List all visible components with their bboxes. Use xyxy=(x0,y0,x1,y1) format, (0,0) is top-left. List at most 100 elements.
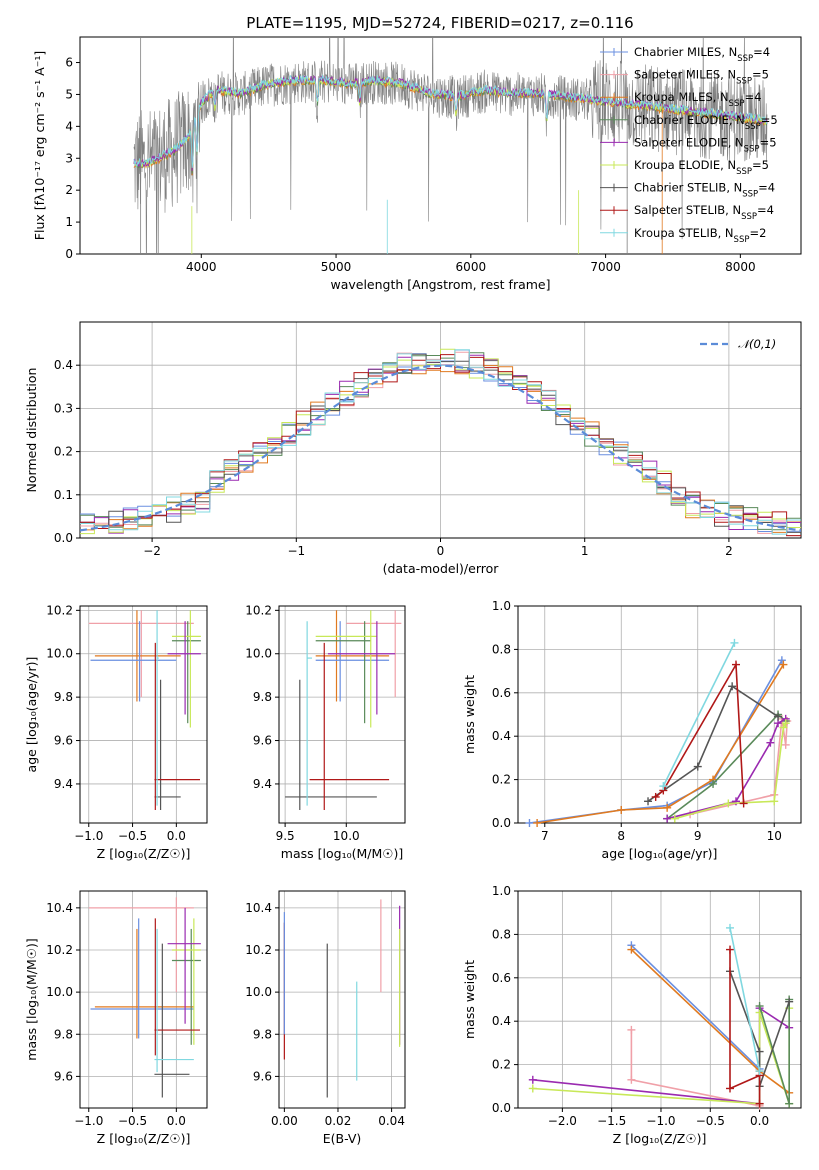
age-vs-z-ytick-label: 10.0 xyxy=(46,647,73,661)
age-vs-mass-ytick-label: 9.4 xyxy=(253,777,272,791)
weight-vs-age-ytick-label: 0.4 xyxy=(492,729,511,743)
age-vs-z-ytick-label: 9.6 xyxy=(54,734,73,748)
legend-label: Kroupa ELODIE, NSSP=5 xyxy=(634,158,769,177)
weight-vs-z-ytick-label: 0.4 xyxy=(492,1014,511,1028)
age-vs-mass-xlabel: mass [log₁₀(M/M☉)] xyxy=(281,846,403,861)
series-kroupa-stelib xyxy=(659,638,739,791)
errorbar-chabrier-miles xyxy=(90,918,194,1039)
errorbar-kroupa-miles xyxy=(94,610,181,702)
gaussian-curve xyxy=(80,364,801,532)
weight-vs-age-ytick-label: 0.2 xyxy=(492,773,511,787)
spectrum-frame xyxy=(79,36,802,255)
mass-vs-z-xtick-label: −0.5 xyxy=(118,1114,147,1128)
residuals-ytick-label: 0.1 xyxy=(54,488,73,502)
weight-vs-z-xtick-label: −2.0 xyxy=(548,1114,577,1128)
residuals-ytick-label: 0.3 xyxy=(54,401,73,415)
weight-vs-age-ytick-label: 0.6 xyxy=(492,686,511,700)
age-vs-mass-ytick-label: 10.0 xyxy=(245,647,272,661)
series-kroupa-miles xyxy=(533,660,788,827)
errorbar-salpeter-stelib xyxy=(154,918,200,1056)
series-kroupa-elodie xyxy=(670,719,790,823)
spectrum-ytick-label: 1 xyxy=(65,215,73,229)
errorbar-salpeter-miles xyxy=(88,610,194,698)
residuals-ylabel: Normed distribution xyxy=(24,368,39,493)
errorbar-kroupa-elodie xyxy=(315,610,377,728)
errorbar-chabrier-elodie xyxy=(171,621,201,724)
residuals-xlabel: (data-model)/error xyxy=(383,561,500,576)
errorbar-chabrier-elodie xyxy=(171,928,201,1045)
mass-vs-ebv-grid xyxy=(279,891,405,1108)
spectrum-model-line xyxy=(133,74,768,168)
errorbar-kroupa-miles xyxy=(94,928,194,1039)
spectrum-ytick-label: 0 xyxy=(65,247,73,261)
errorbar-chabrier-stelib xyxy=(154,943,190,1098)
spectrum-xtick-label: 7000 xyxy=(590,260,621,274)
age-vs-mass-ytick-label: 9.6 xyxy=(253,734,272,748)
spectrum-data-line xyxy=(133,37,768,254)
errorbar-salpeter-elodie xyxy=(327,621,396,715)
age-vs-z-ytick-label: 9.4 xyxy=(54,777,73,791)
weight-vs-z-xtick-label: −1.0 xyxy=(646,1114,675,1128)
age-vs-mass-xtick-label: 10.0 xyxy=(333,829,360,843)
legend-label: Salpeter ELODIE, NSSP=5 xyxy=(634,135,777,154)
age-vs-z-xlabel: Z [log₁₀(Z/Z☉)] xyxy=(97,846,191,861)
errorbar-chabrier-miles xyxy=(315,621,390,702)
age-vs-mass-panel: 9.5 10.0 9.4 9.6 9.8 10.0 10.2 mass [log₁₀(M/M☉… xyxy=(245,603,406,861)
weight-line xyxy=(729,927,761,1072)
mass-vs-ebv-ytick-label: 9.8 xyxy=(253,1027,272,1041)
gaussian-legend-label: 𝒩(0,1) xyxy=(738,337,776,351)
errorbar-kroupa-elodie xyxy=(171,918,201,1045)
errorbar-kroupa-stelib xyxy=(154,928,194,1073)
weight-vs-age-xtick-label: 8 xyxy=(617,829,625,843)
spectrum-xtick-label: 6000 xyxy=(456,260,487,274)
mass-vs-z-frame xyxy=(79,890,208,1109)
series-salpeter-stelib xyxy=(726,945,764,1108)
weight-vs-age-panel: 7 8 9 10 0.0 0.2 0.4 0.6 0.8 1.0 age [log₁₀(age/yr… xyxy=(462,599,802,861)
mass-vs-z-panel: −1.0 −0.5 0.0 9.6 9.8 10.0 10.2 10.4 Z [log₁₀(Z/… xyxy=(24,890,208,1146)
age-vs-z-ytick-label: 10.2 xyxy=(46,603,73,617)
age-vs-z-panel: −1.0 −0.5 0.0 9.4 9.6 9.8 10.0 10.2 Z [log₁₀(Z/Z… xyxy=(24,603,208,861)
mass-vs-z-ytick-label: 10.0 xyxy=(46,985,73,999)
weight-line xyxy=(647,685,779,802)
mass-vs-ebv-ytick-label: 9.6 xyxy=(253,1069,272,1083)
weight-vs-age-frame xyxy=(517,605,802,824)
weight-line xyxy=(662,642,736,787)
weight-vs-z-xtick-label: −0.5 xyxy=(696,1114,725,1128)
legend-label: Salpeter STELIB, NSSP=4 xyxy=(634,203,774,222)
age-vs-z-ytick-label: 9.8 xyxy=(54,690,73,704)
mass-vs-ebv-xlabel: E(B-V) xyxy=(323,1131,362,1146)
mass-vs-z-ytick-label: 10.2 xyxy=(46,943,73,957)
weight-vs-age-ytick-label: 0.8 xyxy=(492,642,511,656)
mass-vs-ebv-xtick-label: 0.00 xyxy=(271,1114,298,1128)
legend-label: Kroupa STELIB, NSSP=2 xyxy=(634,226,766,245)
legend-label: Chabrier MILES, NSSP=4 xyxy=(634,45,770,64)
errorbar-kroupa-stelib xyxy=(306,621,313,806)
series-salpeter-stelib xyxy=(651,660,748,808)
spectrum-xtick-label: 4000 xyxy=(186,260,217,274)
weight-line xyxy=(536,664,785,823)
weight-vs-age-xlabel: age [log₁₀(age/yr)] xyxy=(602,846,718,861)
spectrum-ytick-label: 3 xyxy=(65,151,73,165)
residuals-frame xyxy=(79,321,802,539)
errorbar-salpeter-elodie xyxy=(167,907,201,1024)
weight-vs-z-ylabel: mass weight xyxy=(462,960,477,1039)
weight-line xyxy=(630,1029,760,1107)
weight-vs-z-panel: −2.0 −1.5 −1.0 −0.5 0.0 0.0 0.2 0.4 0.6 0.8 1.0 Z [… xyxy=(462,884,802,1146)
spectrum-panel: 4000 5000 6000 7000 8000 0 1 2 3 4 5 6 wavelength [A… xyxy=(32,36,802,292)
residuals-xtick-label: −1 xyxy=(287,544,305,558)
age-vs-mass-ytick-label: 9.8 xyxy=(253,690,272,704)
residuals-ytick-label: 0.2 xyxy=(54,445,73,459)
mass-vs-ebv-ytick-label: 10.4 xyxy=(245,901,272,915)
mass-vs-z-grid xyxy=(80,891,207,1108)
spectrum-xlabel: wavelength [Angstrom, rest frame] xyxy=(330,277,550,292)
weight-vs-age-ylabel: mass weight xyxy=(462,675,477,754)
residuals-xtick-label: 1 xyxy=(581,544,589,558)
weight-vs-z-ytick-label: 0.8 xyxy=(492,927,511,941)
weight-vs-z-ytick-label: 0.0 xyxy=(492,1101,511,1115)
weight-vs-age-ytick-label: 0.0 xyxy=(492,816,511,830)
mass-vs-z-xtick-label: −1.0 xyxy=(74,1114,103,1128)
spectrum-ytick-label: 2 xyxy=(65,183,73,197)
mass-vs-ebv-ytick-label: 10.2 xyxy=(245,943,272,957)
errorbar-chabrier-miles xyxy=(90,621,177,702)
